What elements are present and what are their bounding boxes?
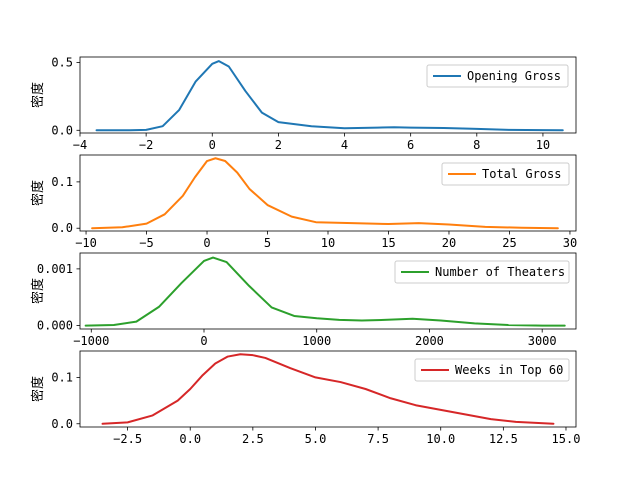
legend-label: Weeks in Top 60 [455,363,563,377]
panel-2: −10 −5 0 5 10 15 20 25 30 0.0 0.1 密度 Total Gross [30,154,577,250]
x-tick-label: −2.5 [113,432,142,446]
y-axis-label: 密度 [30,180,46,206]
axes-frame [79,350,577,428]
x-tick-label: 20 [442,236,456,250]
legend-label: Opening Gross [467,69,561,83]
axes-frame [79,252,577,330]
legend-box [426,64,569,88]
x-tick-label: 10.0 [426,432,455,446]
panel-1: −4 −2 0 2 4 6 8 10 0.0 0.5 密度 Opening Gross [30,55,577,152]
legend-box [441,162,570,186]
x-tick-label: 8 [473,138,480,152]
x-tick-label: 2000 [415,334,444,348]
legend-box [394,260,570,284]
y-axis-label: 密度 [30,82,46,108]
density-line [84,256,566,327]
y-tick-label: 0.0 [51,123,73,137]
y-axis-label: 密度 [30,278,46,304]
x-tick-label: 2 [275,138,282,152]
axes-frame [79,56,577,134]
x-tick-label: 0 [200,334,207,348]
x-tick-label: −10 [75,236,97,250]
y-tick-label: 0.000 [37,319,73,333]
x-tick-label: 12.5 [489,432,518,446]
x-tick-label: 0 [203,236,210,250]
x-tick-label: 5 [264,236,271,250]
x-tick-label: 7.5 [367,432,389,446]
x-tick-label: 3000 [528,334,557,348]
y-tick-label: 0.1 [51,370,73,384]
x-tick-label: 1000 [302,334,331,348]
x-tick-label: 10 [321,236,335,250]
x-tick-label: 15 [381,236,395,250]
x-tick-label: 30 [563,236,577,250]
x-tick-label: 6 [407,138,414,152]
x-tick-label: 10 [536,138,550,152]
y-tick-label: 0.1 [51,175,73,189]
x-tick-label: −2 [139,138,153,152]
x-tick-label: 0.0 [179,432,201,446]
legend: Weeks in Top 60 [414,358,570,382]
x-tick-label: −1000 [73,334,109,348]
x-tick-label: 4 [341,138,348,152]
y-tick-label: 0.5 [51,55,73,69]
y-axis-label: 密度 [30,376,46,402]
x-tick-label: −4 [73,138,87,152]
y-tick-label: 0.0 [51,417,73,431]
legend-label: Total Gross [482,167,561,181]
density-line [95,60,564,132]
x-tick-label: −5 [139,236,153,250]
panel-3: −1000 0 1000 2000 3000 0.000 0.001 密度 Number of … [30,252,577,348]
x-tick-label: 5.0 [305,432,327,446]
density-line [101,353,555,425]
legend-box [414,358,570,382]
panel-4: −2.5 0.0 2.5 5.0 7.5 10.0 12.5 15.0 0.0 0.1 密度 Week… [30,350,581,446]
density-line [91,157,559,230]
x-tick-label: 25 [502,236,516,250]
legend: Number of Theaters [394,260,570,284]
legend: Total Gross [441,162,570,186]
legend: Opening Gross [426,64,569,88]
x-tick-label: 2.5 [242,432,264,446]
y-tick-label: 0.001 [37,262,73,276]
x-tick-label: 15.0 [552,432,581,446]
y-tick-label: 0.0 [51,221,73,235]
x-tick-label: 0 [209,138,216,152]
legend-label: Number of Theaters [435,265,565,279]
